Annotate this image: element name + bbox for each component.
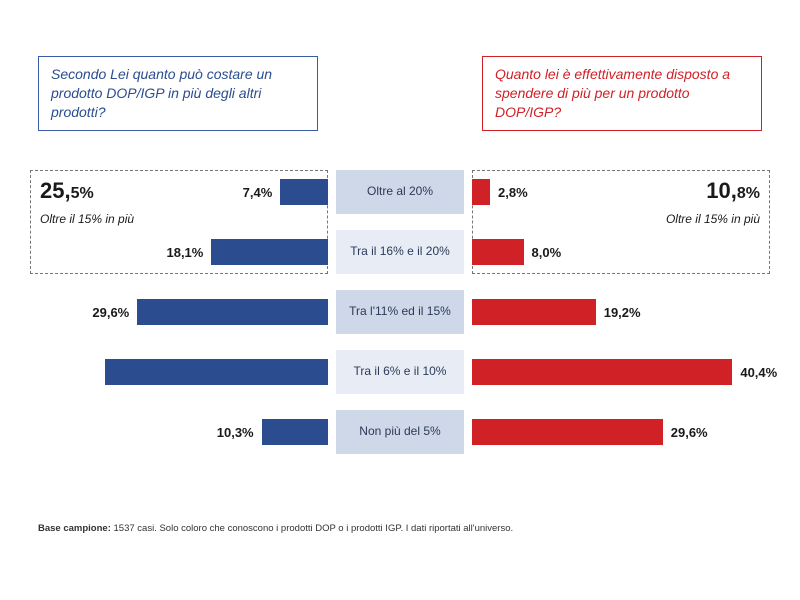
bar-row-left: 18,1% <box>38 230 328 274</box>
bar-label-right: 19,2% <box>604 305 641 320</box>
bar-label-left: 10,3% <box>217 425 254 440</box>
bar-right <box>472 299 596 325</box>
bars-right: 2,8% 8,0% 19,2% 40,4% 29,6% <box>472 170 762 454</box>
bar-left <box>262 419 328 445</box>
bars-left: 7,4% 18,1% 29,6% 10,3% <box>38 170 328 454</box>
bar-left <box>211 239 328 265</box>
footnote: Base campione: 1537 casi. Solo coloro ch… <box>38 523 762 534</box>
question-right-box: Quanto lei è effettivamente disposto a s… <box>482 56 762 131</box>
bar-label-left: 29,6% <box>92 305 129 320</box>
bar-row-right: 40,4% <box>472 350 762 394</box>
bar-label-right: 2,8% <box>498 185 528 200</box>
bar-right <box>472 359 732 385</box>
bar-left <box>105 359 328 385</box>
bar-row-right: 8,0% <box>472 230 762 274</box>
bar-label-right: 8,0% <box>532 245 562 260</box>
bar-right <box>472 419 663 445</box>
bar-row-right: 19,2% <box>472 290 762 334</box>
category-label: Tra l'11% ed il 15% <box>336 290 464 334</box>
bar-left <box>280 179 328 205</box>
bar-label-right: 29,6% <box>671 425 708 440</box>
bar-row-left: 7,4% <box>38 170 328 214</box>
bar-row-right: 29,6% <box>472 410 762 454</box>
bar-row-left: 29,6% <box>38 290 328 334</box>
bar-right <box>472 179 490 205</box>
chart-area: Oltre al 20% Tra il 16% e il 20% Tra l'11%… <box>0 170 800 490</box>
category-label: Non più del 5% <box>336 410 464 454</box>
category-column: Oltre al 20% Tra il 16% e il 20% Tra l'11%… <box>336 170 464 454</box>
bar-row-right: 2,8% <box>472 170 762 214</box>
bar-label-left: 18,1% <box>166 245 203 260</box>
bar-right <box>472 239 524 265</box>
bar-row-left <box>38 350 328 394</box>
bar-row-left: 10,3% <box>38 410 328 454</box>
category-label: Oltre al 20% <box>336 170 464 214</box>
bar-label-left: 7,4% <box>243 185 273 200</box>
category-label: Tra il 6% e il 10% <box>336 350 464 394</box>
category-label: Tra il 16% e il 20% <box>336 230 464 274</box>
bar-label-right: 40,4% <box>740 365 777 380</box>
bar-left <box>137 299 328 325</box>
question-left-box: Secondo Lei quanto può costare un prodot… <box>38 56 318 131</box>
